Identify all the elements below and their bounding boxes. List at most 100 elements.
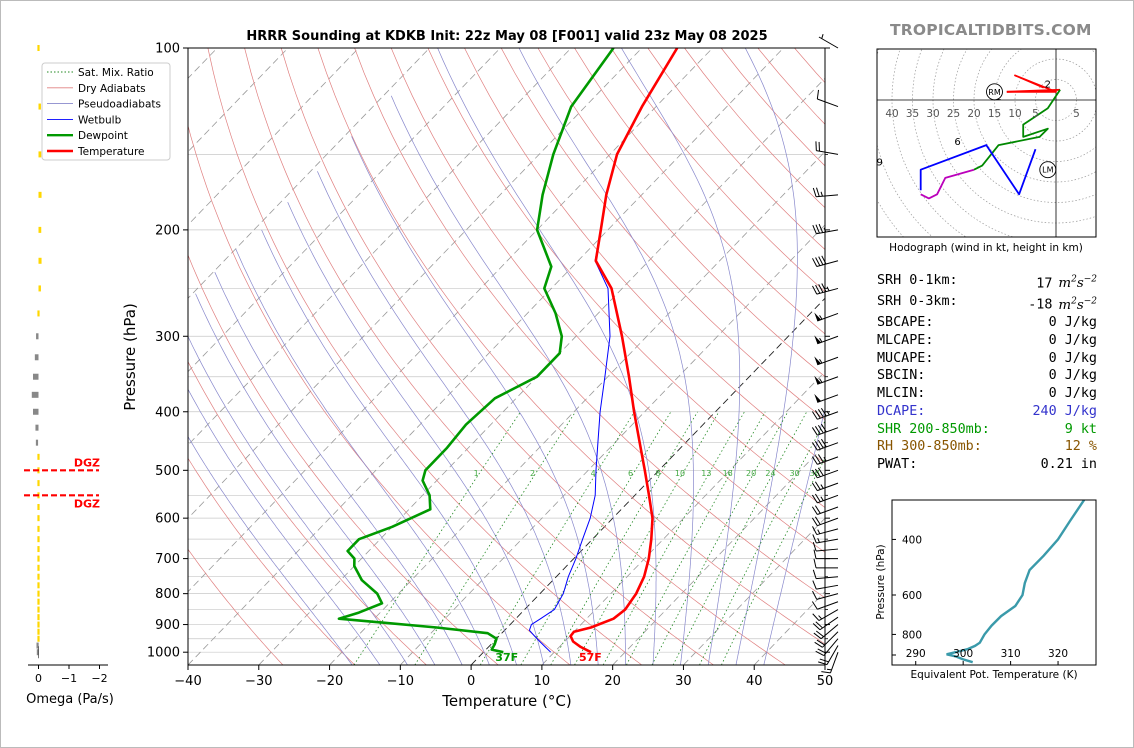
legend-label: Dewpoint xyxy=(78,130,128,142)
mixing-ratio-label: 16 xyxy=(723,469,733,478)
barb-half xyxy=(823,456,827,462)
barb-half xyxy=(818,615,823,620)
wind-barb xyxy=(814,335,839,345)
barb-staff xyxy=(816,194,839,198)
barb-staff xyxy=(817,482,839,492)
barb-half xyxy=(826,668,832,671)
stat-value: 240 J/kg xyxy=(1032,403,1098,419)
dgz-markers: DGZ DGZ xyxy=(24,456,100,510)
barb-full xyxy=(818,661,828,666)
stat-label: PWAT: xyxy=(877,456,918,472)
barb-staff xyxy=(816,229,839,235)
stat-row: SBCIN: 0 J/kg xyxy=(877,367,1097,385)
barb-half xyxy=(820,496,824,501)
barb-staff xyxy=(816,584,839,590)
barb-flag xyxy=(814,393,822,403)
omega-bar xyxy=(36,649,39,656)
wind-barb xyxy=(811,438,839,451)
barb-full xyxy=(813,632,822,640)
barb-full xyxy=(821,255,827,265)
wind-barb xyxy=(811,454,839,465)
omega-bar xyxy=(37,555,40,562)
mixing-ratio-label: 6 xyxy=(628,469,633,478)
omega-bar xyxy=(37,621,40,628)
barb-full xyxy=(817,439,824,449)
dry-adiabat xyxy=(354,48,825,599)
wind-barb xyxy=(821,652,839,674)
dry-adiabat xyxy=(390,48,825,553)
barb-staff xyxy=(817,506,839,515)
barb-full xyxy=(815,284,821,294)
omega-bar xyxy=(31,391,39,398)
mixing-ratio-label: 10 xyxy=(675,469,685,478)
barb-full xyxy=(812,580,817,590)
barb-full xyxy=(812,569,817,579)
dgz-label: DGZ xyxy=(74,456,100,469)
wind-barb xyxy=(811,505,839,515)
barb-half xyxy=(821,34,824,39)
legend-label: Sat. Mix. Ratio xyxy=(78,67,154,79)
barb-full xyxy=(814,505,821,514)
barb-full xyxy=(812,534,817,544)
chart-title: HRRR Sounding at KDKB Init: 22z May 08 [… xyxy=(246,29,767,44)
stat-row: SRH 0-1km: 17 m2s−2 xyxy=(877,272,1097,293)
hodo-right-mover-label: RM xyxy=(988,88,1001,97)
skewt-panel: HRRR Sounding at KDKB Init: 22z May 08 [… xyxy=(41,29,833,710)
barb-full xyxy=(811,411,818,420)
barb-full xyxy=(819,658,829,663)
mixing-ratio-label: 30 xyxy=(790,469,800,478)
moist-adiabats xyxy=(188,48,825,665)
hodo-left-mover-label: LM xyxy=(1042,166,1053,175)
barb-staff xyxy=(817,394,839,403)
barb-full xyxy=(811,506,818,515)
hodo-height-label: 6 xyxy=(954,137,960,148)
wind-barb xyxy=(812,616,839,631)
wind-barb xyxy=(812,542,839,552)
barb-full xyxy=(811,456,818,465)
wind-barb xyxy=(811,423,839,436)
mixing-ratio-label: 1 xyxy=(474,469,479,478)
legend-items: Sat. Mix. Ratio Dry Adiabats Pseudoadiabat… xyxy=(47,67,161,158)
barb-staff xyxy=(816,150,839,155)
wind-barb xyxy=(811,481,839,492)
stat-row: DCAPE: 240 J/kg xyxy=(877,403,1097,421)
barb-full xyxy=(814,641,823,648)
wind-barb xyxy=(811,516,839,527)
dry-adiabat xyxy=(500,48,825,421)
barb-full xyxy=(812,224,817,234)
barb-full xyxy=(815,650,825,657)
barb-half xyxy=(826,286,830,292)
hodo-ring-label: 40 xyxy=(885,108,898,120)
barb-full xyxy=(814,468,821,478)
omega-tick-label: 0 xyxy=(35,672,42,685)
wind-barb xyxy=(811,467,839,479)
moist-adiabat xyxy=(351,136,599,665)
wind-barb xyxy=(811,493,839,504)
barb-full xyxy=(811,427,818,436)
mixing-ratio-line xyxy=(414,411,576,665)
stat-label: DCAPE: xyxy=(877,403,926,419)
profiles xyxy=(337,48,679,654)
barb-half xyxy=(820,484,824,489)
hodo-right-mover-marker xyxy=(986,83,1003,101)
omega-bar xyxy=(37,503,40,510)
wind-barb xyxy=(812,187,839,198)
hodo-left-mover-marker xyxy=(1039,161,1057,179)
barb-full xyxy=(815,224,820,234)
site-branding: TROPICALTIDBITS.COM xyxy=(890,21,1092,39)
y-tick-label: 600 xyxy=(155,512,180,527)
barb-staff xyxy=(817,456,839,465)
barb-full xyxy=(817,454,824,463)
barb-half xyxy=(819,358,823,364)
barb-full xyxy=(817,467,824,476)
barb-full xyxy=(813,558,817,568)
wind-barb xyxy=(812,255,839,267)
x-tick-label: 20 xyxy=(604,674,621,689)
hodo-segment xyxy=(973,89,1061,171)
barb-full xyxy=(821,283,827,292)
stat-label: MLCIN: xyxy=(877,386,926,402)
hodo-height-label: 9 xyxy=(877,158,883,169)
theta-x-tick-label: 300 xyxy=(953,648,973,660)
barb-full xyxy=(815,630,824,638)
